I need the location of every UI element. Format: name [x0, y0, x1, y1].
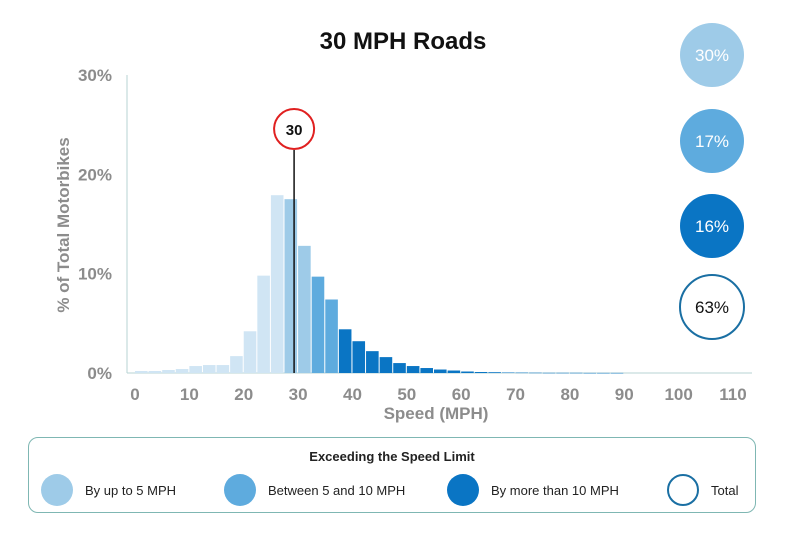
histogram-bar: [148, 371, 162, 373]
x-tick-label: 20: [234, 385, 253, 404]
histogram-bar: [420, 368, 433, 373]
summary-percentage: 63%: [695, 298, 729, 317]
histogram-bar: [461, 371, 474, 373]
histogram-bar: [501, 372, 515, 374]
x-tick-label: 10: [180, 385, 199, 404]
histogram-bar: [257, 275, 270, 373]
summary-circle: [679, 274, 745, 340]
summary-percentage: 17%: [695, 132, 729, 151]
histogram-bar: [298, 245, 311, 373]
speed-limit-label: 30: [286, 122, 303, 139]
x-tick-label: 60: [452, 385, 471, 404]
summary-percentage: 16%: [695, 217, 729, 236]
x-axis-label: Speed (MPH): [384, 404, 489, 423]
histogram-bar: [447, 370, 461, 373]
histogram-bar: [542, 372, 556, 374]
histogram-bar: [325, 299, 338, 373]
histogram-bar: [474, 372, 488, 373]
histogram-bar: [338, 329, 352, 373]
histogram-bar: [597, 372, 610, 374]
legend-swatch-total: [667, 474, 699, 506]
histogram-bar: [515, 372, 529, 374]
legend-title: Exceeding the Speed Limit: [309, 449, 475, 464]
summary-circles: 30% 17% 16% 63%: [679, 23, 745, 340]
y-tick-label: 30%: [78, 66, 112, 85]
y-axis-label: % of Total Motorbikes: [54, 137, 73, 312]
summary-circle: [680, 23, 744, 87]
summary-circle: [680, 194, 744, 258]
summary-circle: [680, 109, 744, 173]
histogram-bar: [529, 372, 542, 374]
legend-item-over-10: By more than 10 MPH: [447, 473, 619, 507]
x-tick-label: 40: [343, 385, 362, 404]
legend-label-5-to-10: Between 5 and 10 MPH: [268, 482, 406, 498]
legend-label-over-10: By more than 10 MPH: [491, 482, 619, 498]
y-axis-ticks: 0% 10% 20% 30%: [78, 66, 112, 383]
histogram-bar: [434, 369, 447, 373]
histogram-bars: [135, 195, 624, 374]
legend-label-up-to-5: By up to 5 MPH: [85, 482, 177, 498]
histogram-bar: [379, 357, 393, 373]
histogram-bar: [366, 351, 379, 373]
histogram-bar: [610, 372, 624, 374]
legend-item-up-to-5: By up to 5 MPH: [41, 473, 176, 507]
y-tick-label: 0%: [87, 364, 112, 383]
histogram-bar: [393, 363, 406, 373]
summary-percentage: 30%: [695, 46, 729, 65]
histogram-bar: [556, 372, 569, 374]
histogram-bar: [230, 356, 243, 373]
histogram-bar: [406, 366, 420, 373]
x-tick-label: 80: [560, 385, 579, 404]
histogram-bar: [216, 365, 230, 373]
legend-swatch-over-10: [447, 474, 479, 506]
legend-item-5-to-10: Between 5 and 10 MPH: [224, 473, 405, 507]
histogram-bar: [352, 341, 366, 373]
histogram-bar: [175, 369, 189, 373]
speed-limit-sign-icon: [273, 108, 316, 150]
x-axis-ticks: 0 10 20 30 40 50 60 70 80 90 100 110: [130, 385, 746, 404]
histogram-bar: [189, 366, 202, 373]
histogram-bar: [243, 331, 257, 373]
x-tick-label: 110: [719, 385, 746, 404]
histogram-bar: [135, 371, 148, 373]
histogram-bar: [311, 276, 325, 373]
y-tick-label: 20%: [78, 165, 112, 184]
histogram-bar: [162, 370, 175, 373]
x-tick-label: 30: [289, 385, 308, 404]
histogram-bar: [202, 365, 216, 373]
histogram-bar: [488, 372, 501, 373]
y-tick-label: 10%: [78, 265, 112, 284]
histogram-bar: [284, 199, 298, 373]
histogram-bar: [270, 195, 284, 373]
x-tick-label: 50: [397, 385, 416, 404]
x-tick-label: 90: [615, 385, 634, 404]
legend-label-total: Total: [711, 482, 739, 498]
histogram-bar: [583, 372, 597, 374]
legend-item-total: Total: [667, 473, 738, 507]
x-tick-label: 0: [130, 385, 139, 404]
legend-swatch-up-to-5: [41, 474, 73, 506]
legend-panel: Exceeding the Speed Limit By up to 5 MPH…: [28, 437, 756, 513]
x-tick-label: 70: [506, 385, 525, 404]
histogram-bar: [569, 372, 583, 374]
x-tick-label: 100: [664, 385, 692, 404]
legend-swatch-5-to-10: [224, 474, 256, 506]
chart-title: 30 MPH Roads: [320, 28, 487, 55]
